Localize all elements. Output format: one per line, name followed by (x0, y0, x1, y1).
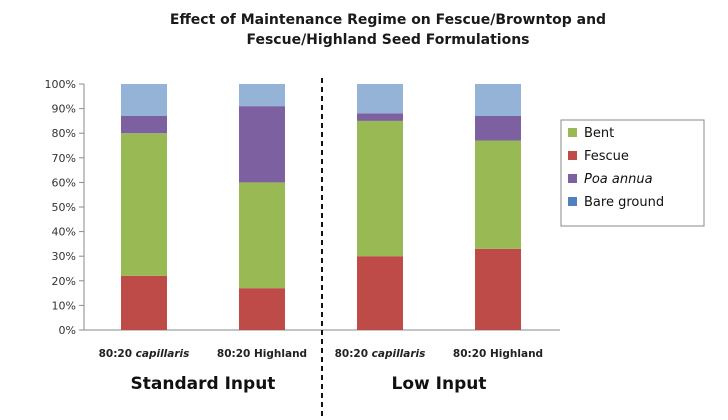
category-prefix: 80:20 Highland (217, 348, 307, 360)
y-tick-label: 10% (52, 299, 76, 312)
legend-label: Bent (584, 126, 614, 141)
bar-segment-fescue (475, 248, 521, 330)
bar-segment-poa-annua (121, 115, 167, 134)
y-tick-label: 100% (45, 78, 76, 91)
legend-swatch (568, 197, 577, 206)
x-category-label: 80:20 Highland (453, 348, 543, 360)
legend-label: Poa annua (584, 172, 653, 187)
bar-segment-fescue (357, 256, 403, 330)
y-tick-label: 0% (59, 324, 76, 337)
y-tick-label: 40% (52, 226, 76, 239)
y-axis: 0% 10% 20% 30% 40% 50% 60% 70% 80% 90% 100% (45, 78, 560, 337)
group-labels: Standard Input Low Input (131, 374, 487, 394)
category-prefix: 80:20 Highland (453, 348, 543, 360)
bar-segment-poa-annua (475, 115, 521, 141)
bar-segment-poa-annua (357, 113, 403, 121)
y-tick-label: 90% (52, 103, 76, 116)
y-tick-label: 70% (52, 152, 76, 165)
bars (121, 84, 521, 330)
x-category-label: 80:20 capillaris (99, 348, 190, 360)
category-emph: capillaris (372, 348, 426, 360)
y-tick-label: 30% (52, 250, 76, 263)
bar-segment-top-segment-light-blue- (475, 84, 521, 116)
category-prefix: 80:20 (335, 348, 372, 360)
legend-label: Fescue (584, 149, 629, 164)
chart-title-line: Fescue/Highland Seed Formulations (246, 32, 529, 48)
legend-label: Bare ground (584, 195, 664, 210)
legend-swatch (568, 174, 577, 183)
bar-segment-bent (121, 133, 167, 276)
group-label: Standard Input (131, 374, 276, 394)
bar-segment-top-segment-light-blue- (121, 84, 167, 116)
bar-segment-bent (475, 140, 521, 249)
y-tick-label: 80% (52, 127, 76, 140)
x-category-label: 80:20 Highland (217, 348, 307, 360)
x-category-label: 80:20 capillaris (335, 348, 426, 360)
y-tick-label: 50% (52, 201, 76, 214)
bar-segment-top-segment-light-blue- (357, 84, 403, 114)
bar-segment-top-segment-light-blue- (239, 84, 285, 107)
legend-swatch (568, 151, 577, 160)
chart-title-line: Effect of Maintenance Regime on Fescue/B… (170, 12, 606, 28)
category-prefix: 80:20 (99, 348, 136, 360)
y-tick-label: 20% (52, 275, 76, 288)
x-axis-categories: 80:20 capillaris 80:20 Highland 80:20 capi… (99, 348, 543, 360)
bar-segment-poa-annua (239, 106, 285, 183)
bar-segment-fescue (121, 275, 167, 330)
legend-swatch (568, 128, 577, 137)
bar-segment-bent (239, 182, 285, 289)
y-tick-label: 60% (52, 176, 76, 189)
legend-box (560, 119, 705, 227)
category-emph: capillaris (136, 348, 190, 360)
bar-segment-fescue (239, 288, 285, 330)
legend: Bent Fescue Poa annua Bare ground (560, 119, 705, 227)
chart-title: Effect of Maintenance Regime on Fescue/B… (170, 12, 606, 48)
bar-segment-bent (357, 120, 403, 257)
group-label: Low Input (392, 374, 487, 394)
